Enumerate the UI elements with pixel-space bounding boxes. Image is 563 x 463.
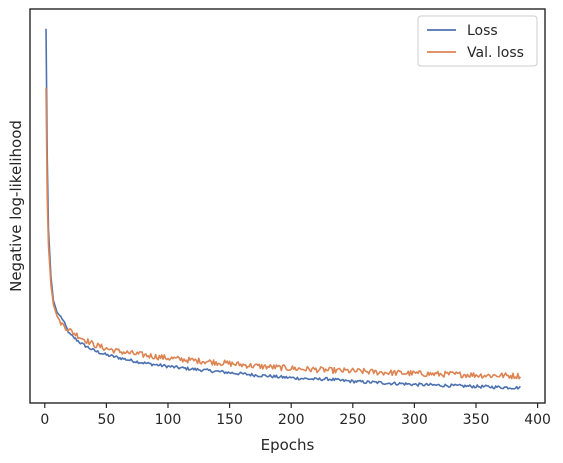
x-tick-label: 50: [97, 412, 115, 428]
x-axis-ticks: 0 50 100 150 200 250 300 350 400: [40, 403, 551, 428]
x-axis-label: Epochs: [261, 436, 315, 454]
legend-label-loss: Loss: [467, 23, 498, 39]
plot-area: [45, 28, 522, 390]
x-tick-label: 0: [40, 412, 49, 428]
x-tick-label: 200: [278, 412, 305, 428]
legend-box: [417, 15, 538, 67]
series-line-val-loss: [45, 87, 522, 380]
x-tick-label: 150: [216, 412, 243, 428]
legend: Loss Val. loss: [417, 15, 538, 67]
x-tick-label: 350: [463, 412, 490, 428]
x-tick-label: 300: [401, 412, 428, 428]
x-tick-label: 400: [524, 412, 551, 428]
series-line-loss: [45, 28, 521, 390]
y-axis-label: Negative log-likelihood: [7, 120, 25, 292]
x-tick-label: 100: [155, 412, 182, 428]
legend-label-val-loss: Val. loss: [467, 45, 524, 61]
plot-frame: [29, 8, 546, 404]
x-tick-label: 250: [339, 412, 366, 428]
